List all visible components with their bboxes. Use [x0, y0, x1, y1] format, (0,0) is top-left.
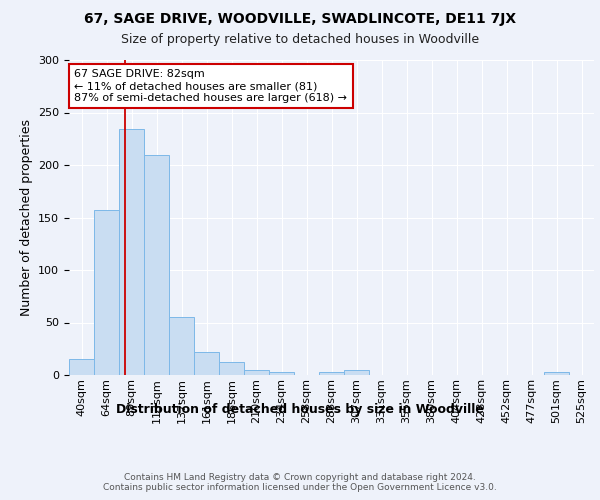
Bar	[344, 370, 369, 375]
Bar	[194, 352, 219, 375]
Bar	[219, 362, 244, 375]
Bar	[94, 210, 119, 375]
Bar	[144, 154, 169, 375]
Bar	[244, 370, 269, 375]
Bar	[269, 372, 294, 375]
Bar	[319, 372, 344, 375]
Text: Distribution of detached houses by size in Woodville: Distribution of detached houses by size …	[116, 402, 484, 415]
Bar	[169, 318, 194, 375]
Bar	[119, 130, 144, 375]
Bar	[69, 359, 94, 375]
Y-axis label: Number of detached properties: Number of detached properties	[20, 119, 32, 316]
Bar	[544, 372, 569, 375]
Text: Contains HM Land Registry data © Crown copyright and database right 2024.
Contai: Contains HM Land Registry data © Crown c…	[103, 473, 497, 492]
Text: 67 SAGE DRIVE: 82sqm
← 11% of detached houses are smaller (81)
87% of semi-detac: 67 SAGE DRIVE: 82sqm ← 11% of detached h…	[74, 70, 347, 102]
Text: 67, SAGE DRIVE, WOODVILLE, SWADLINCOTE, DE11 7JX: 67, SAGE DRIVE, WOODVILLE, SWADLINCOTE, …	[84, 12, 516, 26]
Text: Size of property relative to detached houses in Woodville: Size of property relative to detached ho…	[121, 32, 479, 46]
